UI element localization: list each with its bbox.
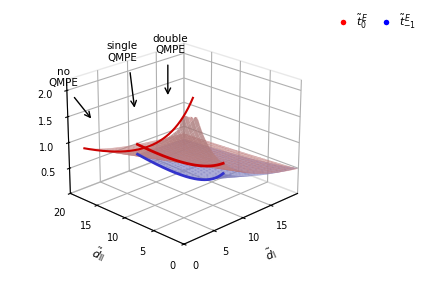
Text: double
QMPE: double QMPE [152, 34, 188, 55]
Text: single
QMPE: single QMPE [106, 41, 138, 63]
Text: no
QMPE: no QMPE [49, 67, 79, 88]
X-axis label: $\tilde{d}_{\rm I}$: $\tilde{d}_{\rm I}$ [261, 244, 278, 264]
Legend: $\tilde{t}_0^{\,E}$, $\tilde{t}_{-1}^{\,E}$: $\tilde{t}_0^{\,E}$, $\tilde{t}_{-1}^{\,… [327, 8, 420, 36]
Y-axis label: $\tilde{d}_{\rm II}$: $\tilde{d}_{\rm II}$ [89, 244, 107, 265]
